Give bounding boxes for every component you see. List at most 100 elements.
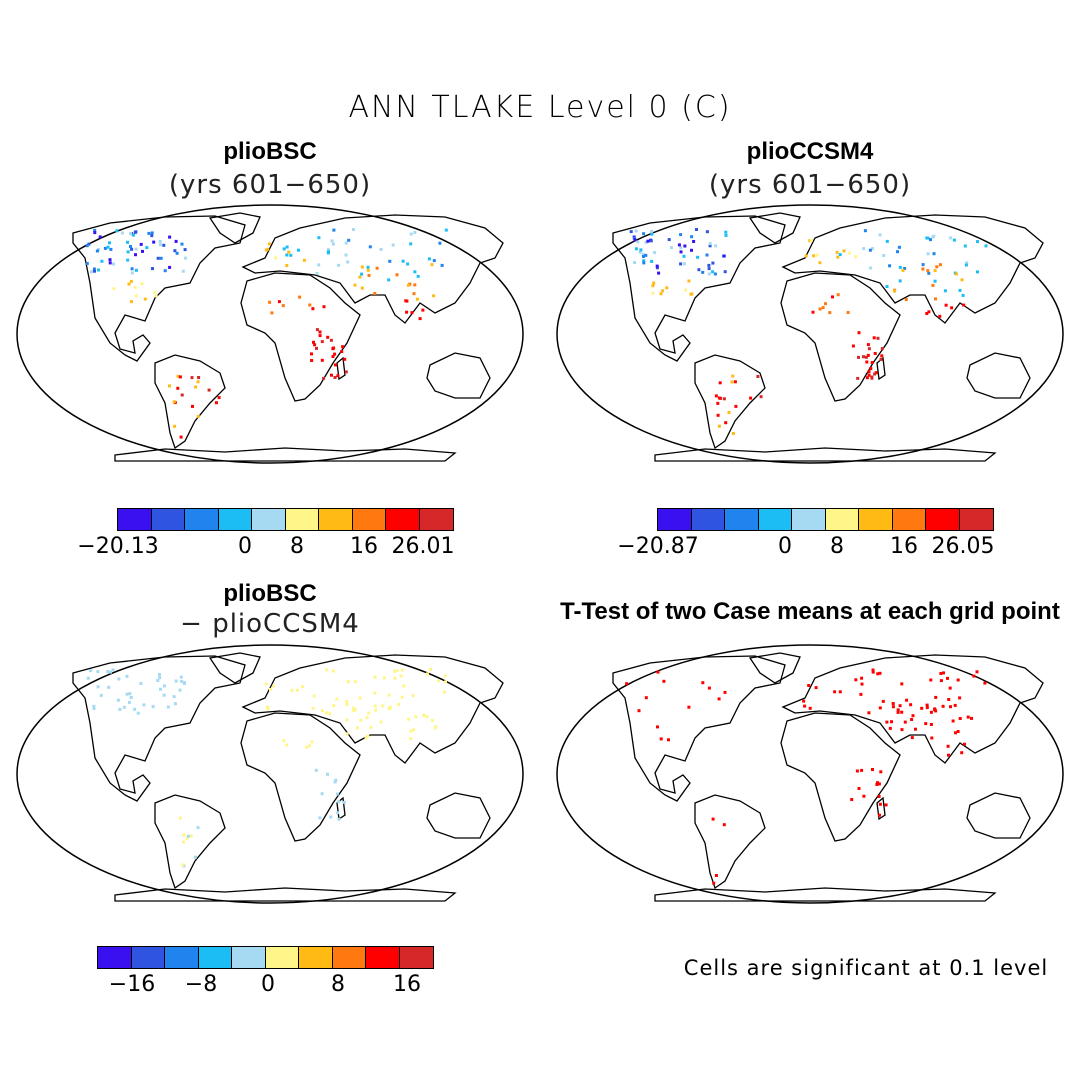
data-cell xyxy=(296,688,299,692)
south-america-outline xyxy=(694,354,766,450)
colorbar-swatch xyxy=(825,509,859,530)
data-cell xyxy=(322,305,326,309)
data-cell xyxy=(264,682,268,686)
data-cell xyxy=(122,705,126,709)
data-cell xyxy=(322,376,326,380)
data-cell xyxy=(109,670,112,674)
colorbar-swatch xyxy=(232,947,266,968)
data-cell xyxy=(824,302,827,306)
data-cell xyxy=(175,251,179,255)
data-cell xyxy=(184,256,187,260)
data-cell xyxy=(958,717,962,720)
data-cell xyxy=(92,707,96,710)
data-cell xyxy=(963,244,967,248)
data-cell xyxy=(821,306,825,310)
data-cell xyxy=(708,242,712,246)
data-cell xyxy=(134,268,138,272)
data-cell xyxy=(961,293,965,297)
data-cell xyxy=(158,676,162,680)
data-cell xyxy=(317,263,321,267)
data-cell xyxy=(333,780,337,784)
data-cell xyxy=(650,229,654,233)
data-cell xyxy=(85,244,89,248)
data-cell xyxy=(888,726,892,730)
data-cell xyxy=(842,249,846,253)
data-cell xyxy=(402,684,406,688)
data-cell xyxy=(311,706,315,710)
data-cell xyxy=(679,246,683,250)
panel2-subtitle: (yrs 601−650) xyxy=(708,170,912,200)
data-cell xyxy=(722,823,726,827)
data-cell xyxy=(815,253,819,257)
data-cell xyxy=(207,388,211,392)
data-cell xyxy=(888,264,892,268)
data-cell xyxy=(714,394,718,398)
data-cell xyxy=(353,708,357,712)
colorbar-label: 8 xyxy=(290,534,304,559)
data-cell xyxy=(953,703,957,707)
data-cell xyxy=(954,272,958,276)
data-cell xyxy=(128,692,132,696)
data-cell xyxy=(190,376,194,380)
data-cell xyxy=(756,375,760,378)
data-cell xyxy=(931,235,935,239)
data-cell xyxy=(162,684,166,688)
data-cell xyxy=(914,727,917,731)
data-cell xyxy=(802,699,806,703)
data-cell xyxy=(652,281,656,285)
data-cell xyxy=(92,267,96,271)
colorbar-swatch xyxy=(758,509,792,530)
data-cell xyxy=(925,703,929,707)
data-cell xyxy=(285,245,289,249)
data-cell xyxy=(156,679,160,682)
map-panel-1 xyxy=(16,204,524,464)
data-cell xyxy=(344,241,348,245)
data-cell xyxy=(690,292,694,296)
data-cell xyxy=(870,376,874,380)
data-cell xyxy=(723,270,727,274)
data-cell xyxy=(116,698,120,702)
data-cell xyxy=(331,355,335,358)
data-cell xyxy=(878,671,882,675)
data-cell xyxy=(653,251,657,255)
data-cell xyxy=(353,283,357,287)
colorbar-swatch xyxy=(386,509,420,530)
data-cell xyxy=(898,279,902,283)
data-cell xyxy=(314,768,318,772)
data-cell xyxy=(425,672,429,676)
data-cell xyxy=(126,258,130,262)
data-cell xyxy=(866,353,870,357)
data-cell xyxy=(333,376,337,379)
data-cell xyxy=(867,370,871,374)
data-cell xyxy=(432,294,436,298)
panel2-title: plioCCSM4 xyxy=(746,138,874,165)
data-cell xyxy=(890,720,893,724)
data-cell xyxy=(395,273,399,277)
colorbar-label: −16 xyxy=(108,972,156,997)
data-cell xyxy=(921,267,925,271)
data-cell xyxy=(836,293,840,297)
data-cell xyxy=(159,687,162,691)
data-cell xyxy=(181,863,185,867)
data-cell xyxy=(162,693,166,697)
data-cell xyxy=(862,247,866,251)
data-cell xyxy=(332,346,336,350)
data-cell xyxy=(803,704,807,708)
colorbar-label: 8 xyxy=(331,972,345,997)
data-cell xyxy=(960,751,964,755)
data-cell xyxy=(93,269,96,273)
data-cell xyxy=(818,307,822,311)
data-cell xyxy=(346,260,350,264)
data-cell xyxy=(281,304,285,308)
data-cell xyxy=(290,688,294,692)
data-cell xyxy=(367,711,371,715)
data-cell xyxy=(933,269,937,273)
data-cell xyxy=(347,238,351,242)
data-cell xyxy=(174,239,178,243)
data-cell xyxy=(103,246,107,250)
data-cell xyxy=(392,669,396,673)
data-cell xyxy=(949,236,953,240)
data-cell xyxy=(920,706,924,710)
data-cell xyxy=(679,262,683,266)
data-cell xyxy=(153,290,157,294)
